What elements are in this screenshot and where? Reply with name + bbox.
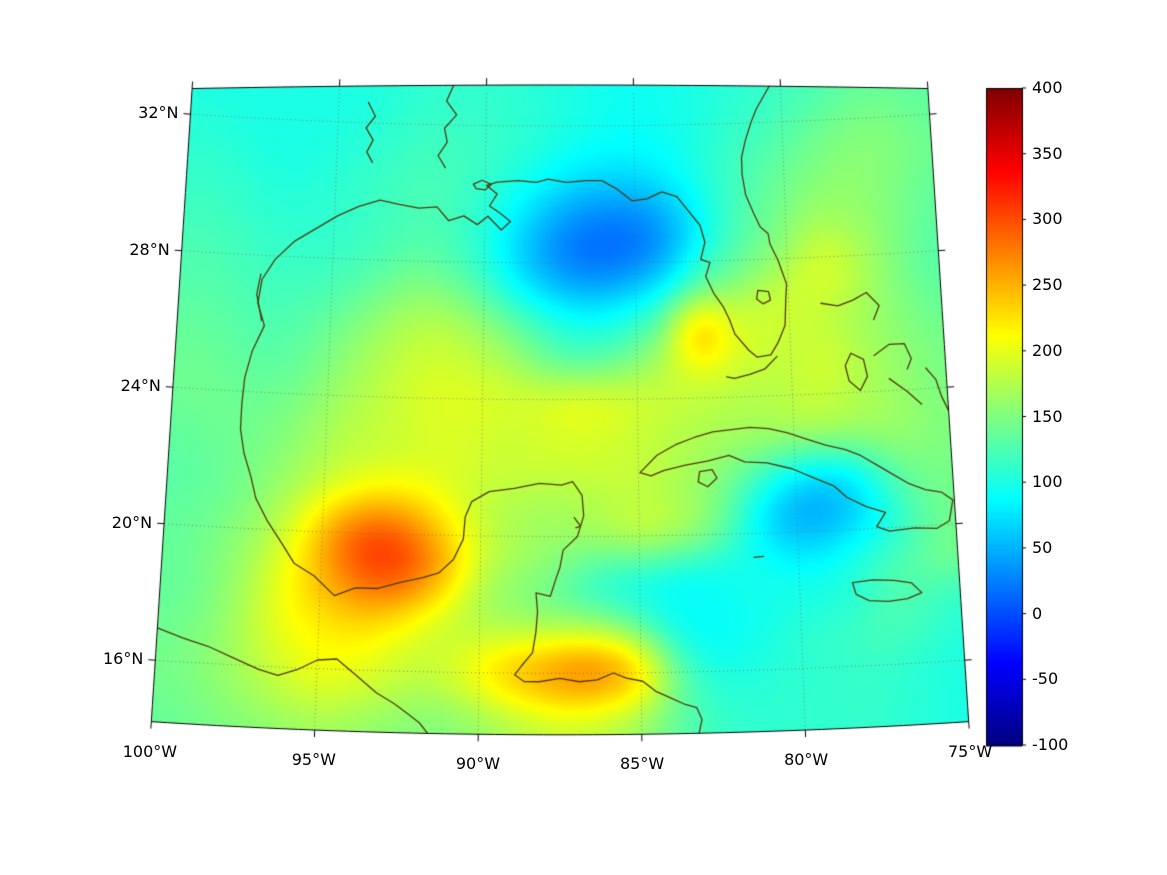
gulf-of-mexico-heatmap-figure: 100°W 95°W 90°W 85°W 80°W 75°W 32°N 28°N 24°N 20°… [0, 0, 1167, 875]
map-plot-canvas [0, 0, 1167, 875]
